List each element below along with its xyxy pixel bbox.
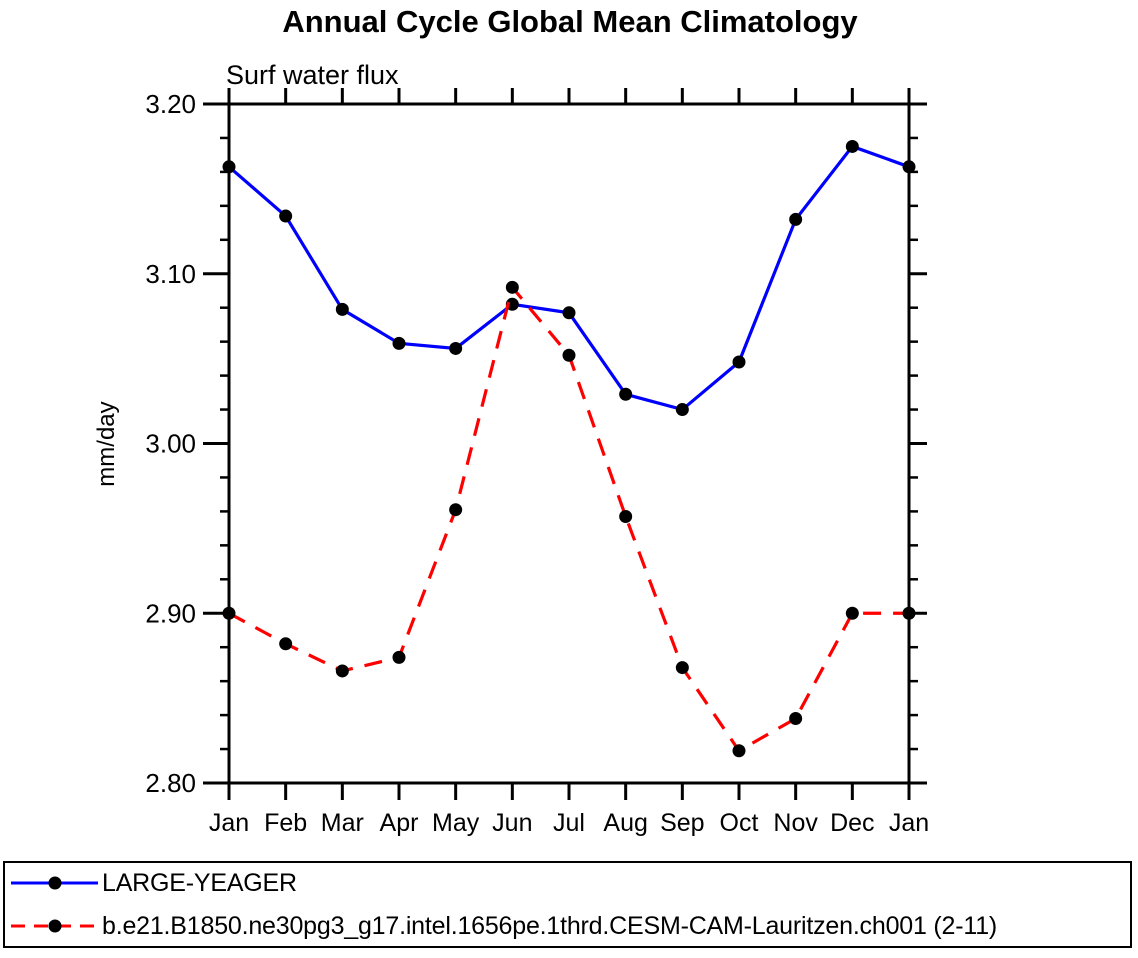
legend-label: LARGE-YEAGER	[102, 868, 297, 897]
data-point-marker	[222, 160, 236, 174]
x-tick-label: Feb	[264, 809, 307, 837]
x-tick-label: Jul	[553, 809, 585, 837]
y-tick-label: 2.90	[145, 598, 196, 628]
data-point-marker	[505, 297, 519, 311]
x-tick-label: Nov	[773, 809, 818, 837]
data-point-marker	[619, 387, 633, 401]
y-tick-label: 3.10	[145, 259, 196, 289]
data-point-marker	[449, 341, 463, 355]
data-point-marker	[845, 606, 859, 620]
data-point-marker	[732, 744, 746, 758]
legend-line-sample-solid	[11, 876, 98, 890]
data-point-marker	[902, 160, 916, 174]
y-tick-label: 2.80	[145, 768, 196, 798]
y-tick-label: 3.20	[145, 89, 196, 119]
series-line-1	[227, 144, 910, 412]
data-point-marker	[222, 606, 236, 620]
x-tick-label: Jun	[492, 809, 532, 837]
x-tick-label: Apr	[380, 809, 419, 837]
data-point-marker	[675, 661, 689, 675]
data-point-marker	[392, 336, 406, 350]
legend-item: LARGE-YEAGER	[5, 863, 1130, 903]
x-tick-label: Jan	[889, 809, 929, 837]
data-point-marker	[562, 306, 576, 320]
legend-item: b.e21.B1850.ne30pg3_g17.intel.1656pe.1th…	[5, 906, 1130, 946]
x-tick-label: Sep	[660, 809, 704, 837]
x-tick-label: Dec	[830, 809, 874, 837]
x-tick-label: Oct	[720, 809, 759, 837]
y-tick-label: 3.00	[145, 429, 196, 459]
legend-line-sample-dashed	[11, 919, 98, 933]
data-point-marker	[562, 348, 576, 362]
data-point-marker	[392, 650, 406, 664]
y-axis-label: mm/day	[93, 401, 120, 486]
data-point-marker	[732, 355, 746, 369]
climatology-chart: Annual Cycle Global Mean Climatology Sur…	[93, 4, 929, 837]
legend-label: b.e21.B1850.ne30pg3_g17.intel.1656pe.1th…	[102, 911, 998, 940]
chart-title: Annual Cycle Global Mean Climatology	[282, 4, 858, 39]
x-tick-label: Aug	[603, 809, 647, 837]
data-point-marker	[789, 212, 803, 226]
data-point-marker	[505, 280, 519, 294]
chart-layer: 2.80 2.90 3.00 3.10 3.20 Jan Feb Mar Apr May Jun Ju…	[145, 88, 929, 837]
data-point-marker	[279, 209, 293, 223]
chart-subtitle: Surf water flux	[226, 60, 399, 90]
legend-box: LARGE-YEAGER b.e21.B1850.ne30pg3_g17.int…	[3, 861, 1132, 948]
data-point-marker	[335, 664, 349, 678]
data-point-marker	[279, 637, 293, 651]
data-point-marker	[675, 403, 689, 417]
data-point-marker	[789, 711, 803, 725]
x-tick-label: Mar	[321, 809, 364, 837]
data-point-marker	[845, 139, 859, 153]
x-tick-label: May	[432, 809, 480, 837]
data-point-marker	[449, 503, 463, 517]
x-tick-label: Jan	[209, 809, 249, 837]
data-point-marker	[619, 509, 633, 523]
data-point-marker	[902, 606, 916, 620]
data-point-marker	[335, 302, 349, 316]
